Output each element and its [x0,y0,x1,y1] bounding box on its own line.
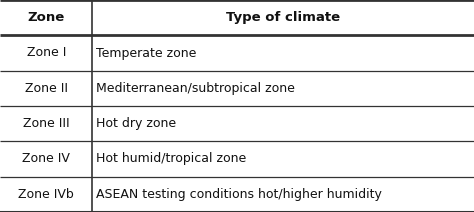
Text: Zone: Zone [27,11,65,24]
Text: Hot dry zone: Hot dry zone [96,117,176,130]
Text: Zone IV: Zone IV [22,152,70,166]
Text: Zone III: Zone III [23,117,70,130]
Text: Hot humid/tropical zone: Hot humid/tropical zone [96,152,246,166]
Text: ASEAN testing conditions hot/higher humidity: ASEAN testing conditions hot/higher humi… [96,188,382,201]
Text: Zone IVb: Zone IVb [18,188,74,201]
Text: Zone I: Zone I [27,46,66,60]
Text: Type of climate: Type of climate [226,11,340,24]
Text: Mediterranean/subtropical zone: Mediterranean/subtropical zone [96,82,295,95]
Text: Temperate zone: Temperate zone [96,46,197,60]
Text: Zone II: Zone II [25,82,68,95]
